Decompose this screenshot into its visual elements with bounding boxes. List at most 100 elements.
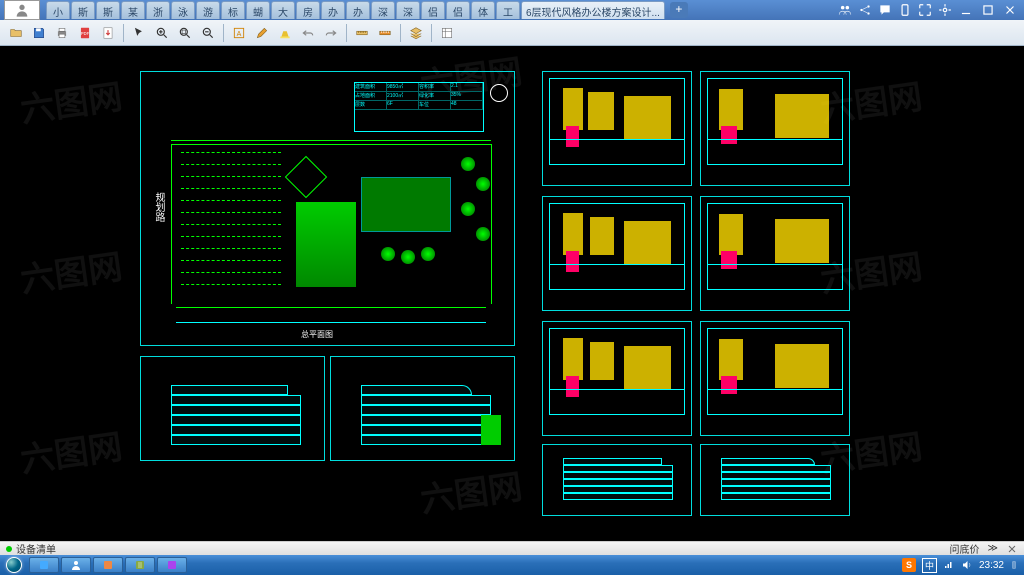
status-indicator-icon bbox=[6, 546, 12, 552]
svg-text:PDF: PDF bbox=[81, 30, 90, 35]
road-label: 规划路 bbox=[151, 192, 166, 222]
tab-item[interactable]: 斯 bbox=[96, 1, 120, 19]
toolbar-separator bbox=[431, 24, 432, 42]
tab-item-active[interactable]: 6层现代风格办公楼方案设计... bbox=[521, 1, 665, 19]
elevation-2 bbox=[330, 356, 515, 461]
user-avatar[interactable] bbox=[4, 0, 40, 20]
minimize-button[interactable] bbox=[958, 3, 974, 17]
undo-button[interactable] bbox=[298, 23, 318, 43]
drawing-canvas[interactable]: 六图网 六图网 六图网 六图网 六图网 六图网 六图网 六图网 规划路 建筑面积… bbox=[0, 46, 1024, 545]
price-inquiry-link[interactable]: 问底价 bbox=[950, 541, 980, 556]
pdf-button[interactable]: PDF bbox=[75, 23, 95, 43]
export-button[interactable] bbox=[98, 23, 118, 43]
settings-icon[interactable] bbox=[938, 3, 952, 17]
open-button[interactable] bbox=[6, 23, 26, 43]
windows-orb-icon bbox=[6, 557, 22, 573]
select-button[interactable] bbox=[129, 23, 149, 43]
close-button[interactable] bbox=[1002, 3, 1018, 17]
tab-item[interactable]: 泳 bbox=[171, 1, 195, 19]
windows-taskbar: S 中 23:32 bbox=[0, 555, 1024, 575]
elevation-4 bbox=[700, 444, 850, 516]
system-tray: S 中 23:32 bbox=[896, 558, 1024, 573]
zoom-extents-button[interactable] bbox=[175, 23, 195, 43]
print-button[interactable] bbox=[52, 23, 72, 43]
taskbar-app-4[interactable] bbox=[125, 557, 155, 573]
tab-item[interactable]: 游 bbox=[196, 1, 220, 19]
document-tabs: 小 斯 斯 某 浙 泳 游 标 蝴 大 房 办 办 深 深 侣 侣 体 工 6层… bbox=[44, 1, 832, 19]
site-plan-drawing: 规划路 建筑面积9850㎡容积率2.1 占地面积2100㎡绿化率35% 层数6F… bbox=[140, 71, 515, 346]
language-icon[interactable]: 中 bbox=[922, 558, 937, 573]
users-icon[interactable] bbox=[838, 3, 852, 17]
mobile-icon[interactable] bbox=[898, 3, 912, 17]
measure-button[interactable] bbox=[375, 23, 395, 43]
tab-item[interactable]: 办 bbox=[321, 1, 345, 19]
save-button[interactable] bbox=[29, 23, 49, 43]
zoom-out-button[interactable] bbox=[198, 23, 218, 43]
tab-item[interactable]: 房 bbox=[296, 1, 320, 19]
show-desktop-button[interactable] bbox=[1010, 559, 1018, 571]
watermark: 六图网 bbox=[17, 239, 125, 302]
tab-item[interactable]: 工 bbox=[496, 1, 520, 19]
floor-plan-3 bbox=[542, 196, 692, 311]
fullscreen-icon[interactable] bbox=[918, 3, 932, 17]
tab-item[interactable]: 浙 bbox=[146, 1, 170, 19]
watermark: 六图网 bbox=[417, 459, 525, 522]
tab-item[interactable]: 侣 bbox=[446, 1, 470, 19]
tab-item[interactable]: 蝴 bbox=[246, 1, 270, 19]
expand-icon[interactable]: ≫ bbox=[988, 543, 998, 554]
taskbar-app-1[interactable] bbox=[29, 557, 59, 573]
redo-button[interactable] bbox=[321, 23, 341, 43]
chat-icon[interactable] bbox=[878, 3, 892, 17]
tab-item[interactable]: 侣 bbox=[421, 1, 445, 19]
new-tab-button[interactable]: + bbox=[670, 2, 688, 18]
tab-item[interactable]: 深 bbox=[371, 1, 395, 19]
status-text: 设备清单 bbox=[16, 541, 56, 556]
layers-button[interactable] bbox=[406, 23, 426, 43]
tab-item[interactable]: 某 bbox=[121, 1, 145, 19]
watermark: 六图网 bbox=[17, 69, 125, 132]
floor-plan-6 bbox=[700, 321, 850, 436]
status-bar: 设备清单 问底价 ≫ bbox=[0, 541, 1024, 555]
toolbar-separator bbox=[123, 24, 124, 42]
tab-item[interactable]: 小 bbox=[46, 1, 70, 19]
toolbar-separator bbox=[223, 24, 224, 42]
pencil-button[interactable] bbox=[252, 23, 272, 43]
taskbar-app-3[interactable] bbox=[93, 557, 123, 573]
title-actions bbox=[832, 3, 1024, 17]
zoom-in-button[interactable] bbox=[152, 23, 172, 43]
tab-item[interactable]: 斯 bbox=[71, 1, 95, 19]
watermark: 六图网 bbox=[17, 419, 125, 482]
ruler-button[interactable] bbox=[352, 23, 372, 43]
compass-icon bbox=[490, 84, 508, 102]
floor-plan-1 bbox=[542, 71, 692, 186]
drawing-title: 总平面图 bbox=[301, 329, 333, 340]
share-icon[interactable] bbox=[858, 3, 872, 17]
volume-icon[interactable] bbox=[961, 559, 973, 571]
tab-item[interactable]: 办 bbox=[346, 1, 370, 19]
elevation-1 bbox=[140, 356, 325, 461]
toolbar-separator bbox=[400, 24, 401, 42]
floor-plan-4 bbox=[700, 196, 850, 311]
text-button[interactable]: A bbox=[229, 23, 249, 43]
maximize-button[interactable] bbox=[980, 3, 996, 17]
start-button[interactable] bbox=[0, 555, 28, 575]
tab-item[interactable]: 大 bbox=[271, 1, 295, 19]
title-bar: 小 斯 斯 某 浙 泳 游 标 蝴 大 房 办 办 深 深 侣 侣 体 工 6层… bbox=[0, 0, 1024, 20]
project-data-table: 建筑面积9850㎡容积率2.1 占地面积2100㎡绿化率35% 层数6F车位48 bbox=[354, 82, 484, 132]
highlight-button[interactable] bbox=[275, 23, 295, 43]
floor-plan-5 bbox=[542, 321, 692, 436]
ime-icon[interactable]: S bbox=[902, 558, 916, 572]
network-icon[interactable] bbox=[943, 559, 955, 571]
clock[interactable]: 23:32 bbox=[979, 560, 1004, 571]
main-toolbar: PDF A bbox=[0, 20, 1024, 46]
taskbar-app-2[interactable] bbox=[61, 557, 91, 573]
status-close-button[interactable] bbox=[1006, 543, 1018, 555]
tab-item[interactable]: 标 bbox=[221, 1, 245, 19]
properties-button[interactable] bbox=[437, 23, 457, 43]
tab-item[interactable]: 深 bbox=[396, 1, 420, 19]
svg-text:A: A bbox=[237, 30, 242, 37]
toolbar-separator bbox=[346, 24, 347, 42]
avatar-icon bbox=[14, 2, 30, 18]
tab-item[interactable]: 体 bbox=[471, 1, 495, 19]
taskbar-app-5[interactable] bbox=[157, 557, 187, 573]
